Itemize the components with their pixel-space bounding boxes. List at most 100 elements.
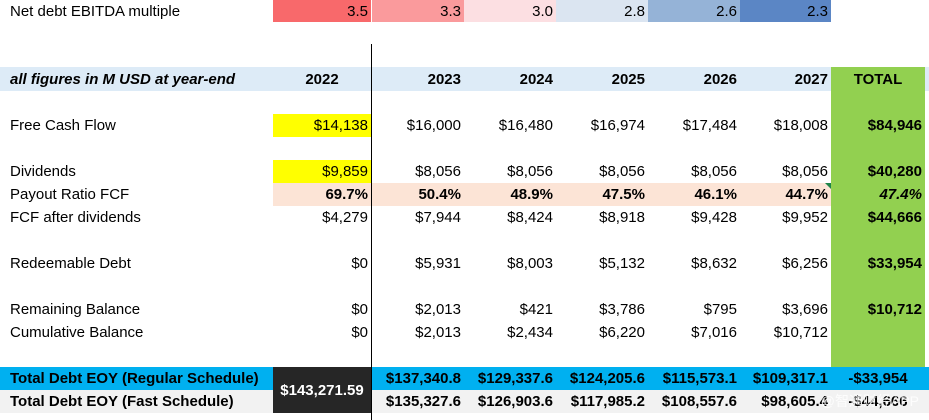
dividends-value[interactable]: $8,056: [691, 163, 737, 180]
fcf-after-value[interactable]: $9,428: [691, 209, 737, 226]
fcf-row: Free Cash Flow $14,138 $16,000 $16,480 $…: [0, 114, 929, 137]
fcf-value[interactable]: $17,484: [682, 117, 737, 134]
ebitda-value[interactable]: 3.5: [273, 0, 371, 22]
payout-value[interactable]: 46.1%: [648, 183, 740, 206]
payout-value[interactable]: 50.4%: [372, 183, 464, 206]
cumulative-value[interactable]: $0: [351, 324, 368, 341]
total-regular-label: Total Debt EOY (Regular Schedule): [10, 370, 259, 387]
total-fast-value[interactable]: $98,605.4: [761, 393, 828, 410]
column-divider: [371, 44, 372, 420]
remaining-value[interactable]: $795: [703, 301, 737, 318]
cumulative-value[interactable]: $6,220: [599, 324, 645, 341]
redeemable-value[interactable]: $0: [351, 255, 368, 272]
cumulative-value[interactable]: $2,013: [415, 324, 461, 341]
start-debt-cell[interactable]: $143,271.59: [273, 367, 371, 413]
fcf-value[interactable]: $16,000: [406, 117, 461, 134]
header-label: all figures in M USD at year-end: [10, 70, 236, 88]
dividends-total[interactable]: $40,280: [867, 163, 922, 180]
fcf-value[interactable]: $16,974: [590, 117, 645, 134]
ebitda-row: Net debt EBITDA multiple 3.5 3.3 3.0 2.8…: [0, 0, 929, 22]
ebitda-value[interactable]: 2.6: [648, 0, 740, 22]
cumulative-label: Cumulative Balance: [10, 324, 144, 341]
fcf-after-label: FCF after dividends: [10, 209, 141, 226]
header-year[interactable]: 2022: [305, 70, 339, 88]
fcf-after-value[interactable]: $9,952: [782, 209, 828, 226]
total-regular-value[interactable]: $129,337.6: [477, 370, 553, 387]
ebitda-label: Net debt EBITDA multiple: [10, 2, 181, 20]
redeemable-value[interactable]: $5,132: [599, 255, 645, 272]
fcf-after-row: FCF after dividends $4,279 $7,944 $8,424…: [0, 206, 929, 229]
total-regular-value[interactable]: $137,340.8: [385, 370, 461, 387]
dividends-value[interactable]: $9,859: [273, 160, 371, 183]
redeemable-value[interactable]: $6,256: [782, 255, 828, 272]
fcf-after-total[interactable]: $44,666: [867, 209, 922, 226]
total-fast-total[interactable]: -$44,666: [831, 390, 925, 413]
remaining-value[interactable]: $2,013: [415, 301, 461, 318]
redeemable-value[interactable]: $8,003: [507, 255, 553, 272]
remaining-value[interactable]: $421: [519, 301, 553, 318]
redeemable-value[interactable]: $5,931: [415, 255, 461, 272]
cumulative-row: Cumulative Balance $0 $2,013 $2,434 $6,2…: [0, 321, 929, 344]
dividends-value[interactable]: $8,056: [599, 163, 645, 180]
total-regular-row: Total Debt EOY (Regular Schedule) $137,3…: [0, 367, 929, 390]
dividends-value[interactable]: $8,056: [507, 163, 553, 180]
total-column-bg: [831, 67, 925, 390]
redeemable-value[interactable]: $8,632: [691, 255, 737, 272]
dividends-value[interactable]: $8,056: [415, 163, 461, 180]
fcf-value[interactable]: $14,138: [273, 114, 371, 137]
total-regular-value[interactable]: $115,573.1: [662, 370, 737, 387]
total-regular-total[interactable]: -$33,954: [831, 367, 925, 390]
ebitda-value[interactable]: 3.3: [372, 0, 464, 22]
dividends-row: Dividends $9,859 $8,056 $8,056 $8,056 $8…: [0, 160, 929, 183]
payout-label: Payout Ratio FCF: [10, 186, 130, 203]
dividends-value[interactable]: $8,056: [782, 163, 828, 180]
watermark: @智通财经APP: [820, 393, 919, 409]
cumulative-value[interactable]: $2,434: [507, 324, 553, 341]
remaining-label: Remaining Balance: [10, 301, 141, 318]
header-year[interactable]: 2024: [519, 70, 553, 88]
remaining-value[interactable]: $3,696: [782, 301, 828, 318]
fcf-value[interactable]: $16,480: [498, 117, 553, 134]
redeemable-label: Redeemable Debt: [10, 255, 131, 272]
payout-value[interactable]: 69.7%: [273, 183, 371, 206]
fcf-after-value[interactable]: $7,944: [415, 209, 461, 226]
cumulative-value[interactable]: $10,712: [773, 324, 828, 341]
header-year[interactable]: 2027: [794, 70, 828, 88]
total-regular-value[interactable]: $124,205.6: [569, 370, 645, 387]
fcf-after-value[interactable]: $8,424: [507, 209, 553, 226]
total-fast-row: Total Debt EOY (Fast Schedule) $135,327.…: [0, 390, 929, 413]
total-fast-value[interactable]: $126,903.6: [477, 393, 553, 410]
total-fast-label: Total Debt EOY (Fast Schedule): [10, 393, 234, 410]
comment-indicator-icon: [825, 183, 831, 189]
fcf-after-value[interactable]: $8,918: [599, 209, 645, 226]
fcf-after-value[interactable]: $4,279: [322, 209, 368, 226]
cumulative-value[interactable]: $7,016: [691, 324, 737, 341]
ebitda-value[interactable]: 3.0: [464, 0, 556, 22]
header-year[interactable]: 2025: [611, 70, 645, 88]
header-year[interactable]: 2023: [427, 70, 461, 88]
payout-row: Payout Ratio FCF 69.7% 50.4% 48.9% 47.5%…: [0, 183, 929, 206]
payout-value[interactable]: 47.5%: [556, 183, 648, 206]
remaining-total[interactable]: $10,712: [867, 301, 922, 318]
total-fast-value[interactable]: $135,327.6: [385, 393, 461, 410]
fcf-value[interactable]: $18,008: [773, 117, 828, 134]
payout-total[interactable]: 47.4%: [879, 186, 922, 203]
payout-value[interactable]: 48.9%: [464, 183, 556, 206]
remaining-row: Remaining Balance $0 $2,013 $421 $3,786 …: [0, 298, 929, 321]
fcf-total[interactable]: $84,946: [867, 117, 922, 134]
redeemable-row: Redeemable Debt $0 $5,931 $8,003 $5,132 …: [0, 252, 929, 275]
header-year[interactable]: 2026: [703, 70, 737, 88]
dividends-label: Dividends: [10, 163, 76, 180]
redeemable-total[interactable]: $33,954: [867, 255, 922, 272]
total-fast-value[interactable]: $108,557.6: [661, 393, 737, 410]
header-total[interactable]: TOTAL: [831, 67, 925, 91]
payout-value[interactable]: 44.7%: [740, 183, 831, 206]
ebitda-value[interactable]: 2.8: [556, 0, 648, 22]
ebitda-value[interactable]: 2.3: [740, 0, 831, 22]
remaining-value[interactable]: $3,786: [599, 301, 645, 318]
total-fast-value[interactable]: $117,985.2: [570, 393, 645, 410]
remaining-value[interactable]: $0: [351, 301, 368, 318]
fcf-label: Free Cash Flow: [10, 117, 116, 134]
total-regular-value[interactable]: $109,317.1: [752, 370, 828, 387]
header-row: all figures in M USD at year-end 2022 20…: [0, 67, 929, 91]
